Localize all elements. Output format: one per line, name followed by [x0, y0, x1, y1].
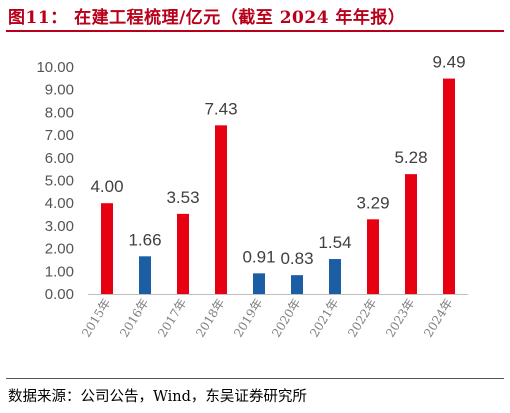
x-axis: 2015年 2016年 2017年 2018年 2019年 2020年 2021年 2022年…	[79, 294, 468, 340]
data-label: 0.83	[280, 249, 313, 268]
x-tick-label: 2016年	[117, 296, 151, 340]
x-tick-label: 2019年	[231, 296, 265, 340]
y-tick-label: 6.00	[45, 150, 74, 167]
bar-2017年	[177, 213, 189, 294]
x-tick-label: 2017年	[155, 296, 189, 340]
bar-2015年	[101, 203, 113, 294]
data-label: 7.43	[204, 99, 237, 118]
y-tick-label: 3.00	[45, 218, 74, 235]
y-tick-label: 5.00	[45, 173, 74, 190]
y-tick-label: 10.00	[36, 59, 74, 76]
bar-2022年	[367, 219, 379, 294]
x-tick-label: 2024年	[421, 296, 455, 340]
y-axis: 0.00 1.00 2.00 3.00 4.00 5.00 6.00 7.00 8.00 9.00…	[36, 59, 74, 303]
figure-title: 图11： 在建工程梳理/亿元（截至 2024 年年报）	[8, 8, 406, 28]
source-rule	[6, 378, 504, 379]
source-note: 数据来源：公司公告，Wind，东吴证券研究所	[8, 389, 307, 405]
y-tick-label: 0.00	[45, 286, 74, 303]
bars	[101, 78, 455, 295]
y-tick-label: 2.00	[45, 241, 74, 258]
bar-2024年	[443, 78, 455, 295]
x-tick-label: 2018年	[193, 296, 227, 340]
data-labels: 4.00 1.66 3.53 7.43 0.91 0.83 1.54 3.29 5.28 9.49	[90, 53, 465, 269]
x-tick-label: 2023年	[383, 296, 417, 340]
data-label: 3.29	[356, 193, 389, 212]
bar-2020年	[291, 275, 303, 294]
bar-2018年	[215, 125, 227, 295]
x-tick-label: 2021年	[307, 296, 341, 340]
y-tick-label: 4.00	[45, 195, 74, 212]
bar-2021年	[329, 259, 341, 294]
data-label: 4.00	[90, 177, 123, 196]
y-tick-label: 1.00	[45, 263, 74, 280]
bar-2023年	[405, 174, 417, 294]
title-rule	[6, 30, 504, 32]
x-tick-label: 2015年	[79, 296, 113, 340]
data-label: 9.49	[432, 53, 465, 72]
data-label: 3.53	[166, 188, 199, 207]
bar-2019年	[253, 273, 265, 294]
data-label: 1.66	[128, 230, 161, 249]
data-label: 0.91	[242, 247, 275, 266]
x-tick-label: 2020年	[269, 296, 303, 340]
data-label: 1.54	[318, 233, 351, 252]
y-tick-label: 9.00	[45, 82, 74, 99]
x-tick-label: 2022年	[345, 296, 379, 340]
y-tick-label: 7.00	[45, 127, 74, 144]
bar-2016年	[139, 256, 151, 294]
data-label: 5.28	[394, 148, 427, 167]
y-tick-label: 8.00	[45, 104, 74, 121]
